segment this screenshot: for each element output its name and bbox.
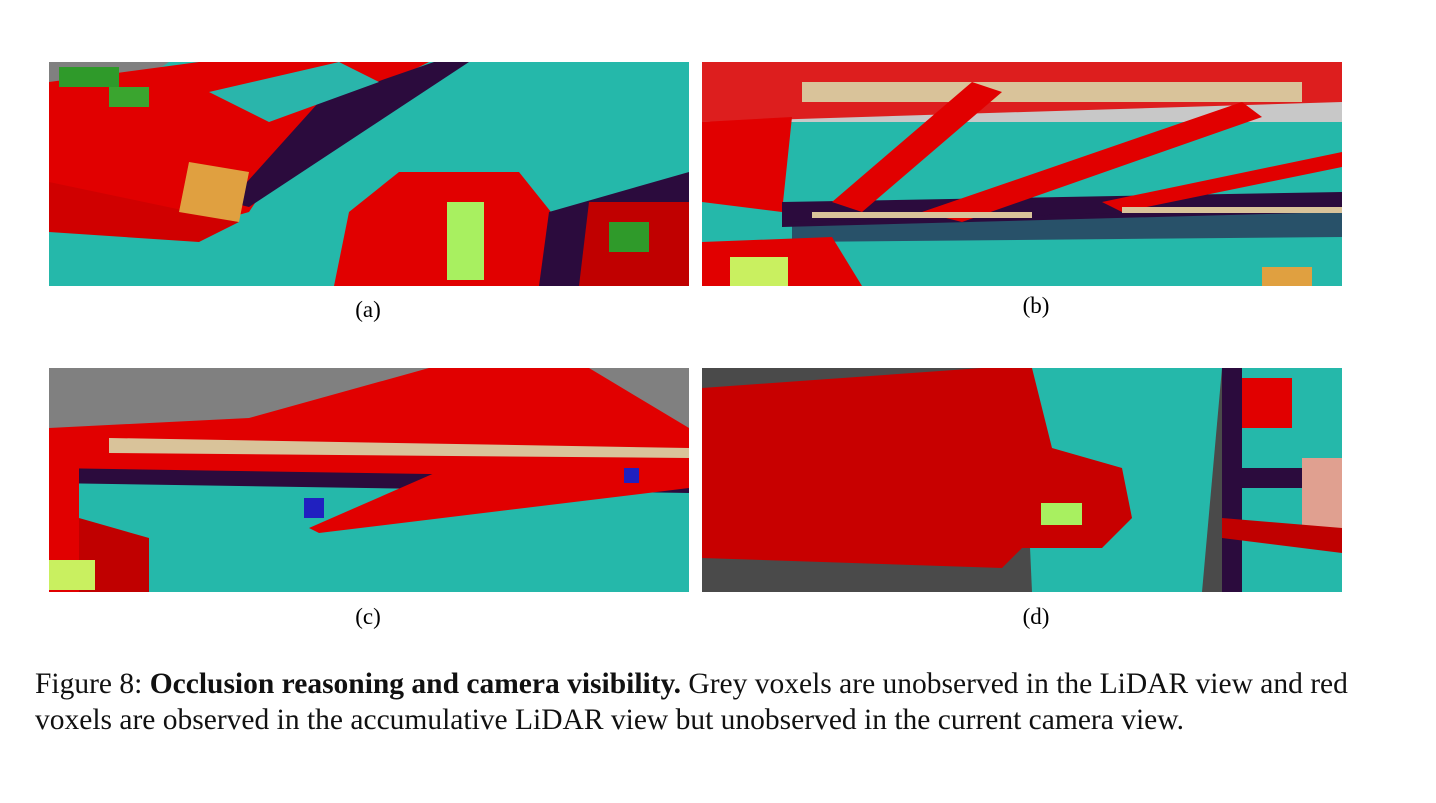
panel-image-b [702, 62, 1342, 286]
panel-label: (c) [355, 604, 381, 629]
caption-title: Occlusion reasoning and camera visibilit… [149, 668, 682, 700]
caption: Figure 8: Occlusion reasoning and camera… [35, 666, 1365, 738]
panel-label: (a) [355, 297, 381, 322]
caption-text: Grey voxels are unobserved in the LiDAR … [35, 668, 1348, 736]
caption-label: Figure 8: [35, 668, 143, 700]
panel-label: (b) [1022, 293, 1050, 318]
panel-image-a [49, 62, 689, 286]
panel-image-d [702, 368, 1342, 592]
panel-label: (d) [1022, 604, 1050, 629]
panel-image-c [49, 368, 689, 592]
